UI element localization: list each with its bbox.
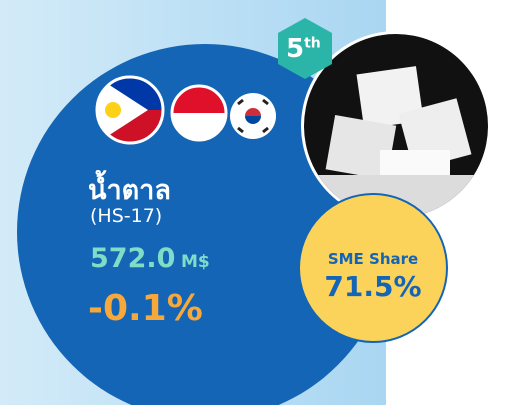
sme-value: 71.5% xyxy=(312,270,434,303)
rank: 5th xyxy=(286,34,321,64)
sme-circle xyxy=(299,194,447,342)
export-value: 572.0 M$ xyxy=(90,243,210,274)
unit: M$ xyxy=(181,252,210,272)
value: 572.0 xyxy=(90,243,175,274)
product-code: (HS-17) xyxy=(90,205,162,227)
sme-label: SME Share xyxy=(312,250,434,268)
change: -0.1% xyxy=(88,288,203,329)
page: 5th น้ำตาล (HS-17) 572.0 M$ -0.1% SME Sh… xyxy=(0,0,509,405)
infographic xyxy=(0,0,509,405)
flag-korea xyxy=(230,93,276,139)
rank-number: 5 xyxy=(286,34,304,64)
rank-suffix: th xyxy=(304,35,321,51)
